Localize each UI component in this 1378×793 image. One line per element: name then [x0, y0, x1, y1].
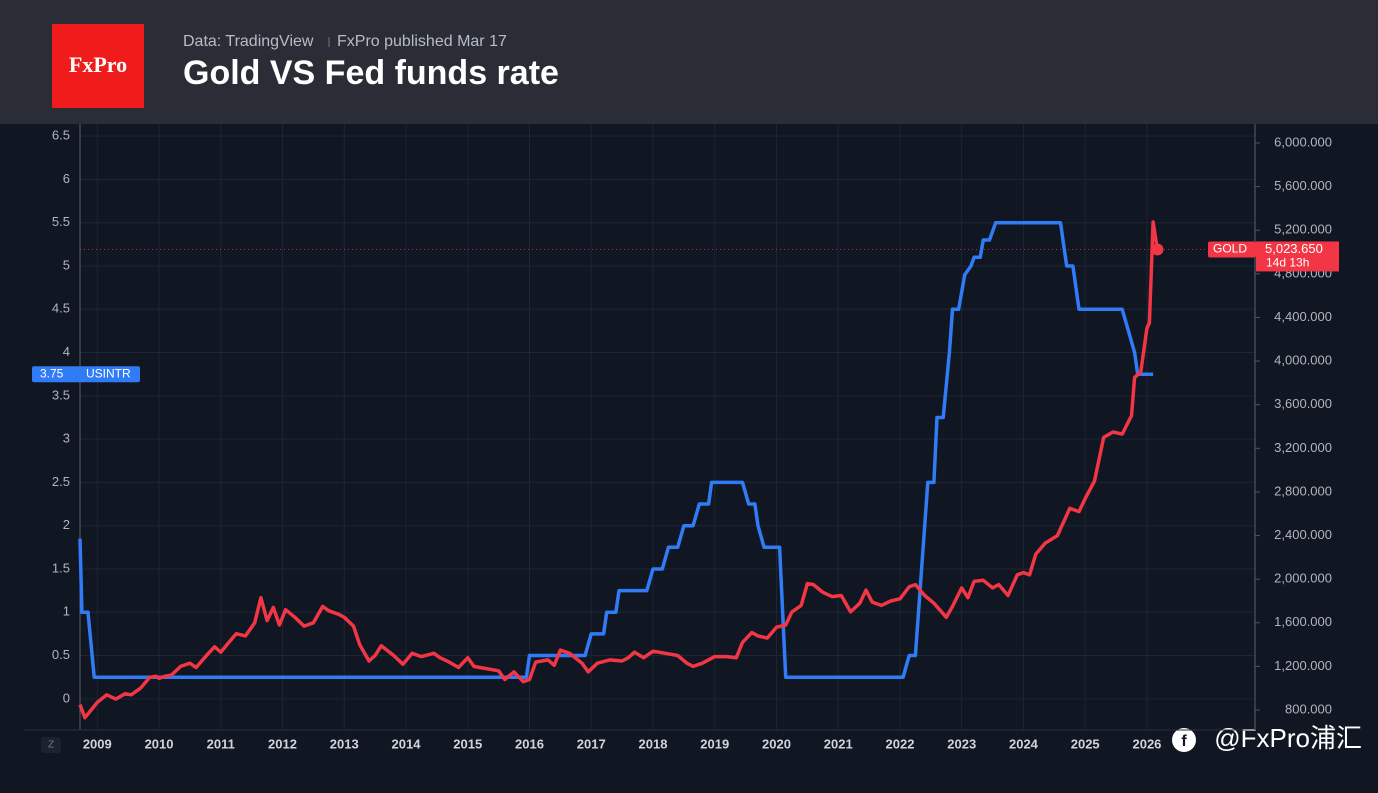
series-tag-name: USINTR: [86, 366, 131, 380]
series-tag: [1208, 241, 1256, 258]
y2-tick-label: 4,000.000: [1274, 353, 1332, 368]
chart-title: Gold VS Fed funds rate: [183, 54, 559, 92]
x-tick-label: 2009: [83, 736, 112, 751]
y2-tick-label: 6,000.000: [1274, 134, 1332, 149]
x-tick-label: 2012: [268, 736, 297, 751]
y-tick-label: 6.5: [52, 128, 70, 143]
y2-tick-label: 2,800.000: [1274, 483, 1332, 498]
x-tick-label: 2022: [886, 736, 915, 751]
x-tick-label: 2021: [824, 736, 853, 751]
facebook-icon: [1172, 728, 1196, 752]
x-tick-label: 2026: [1132, 736, 1161, 751]
y2-tick-label: 5,600.000: [1274, 178, 1332, 193]
zoom-label: Z: [48, 740, 54, 751]
y-tick-label: 5: [63, 257, 70, 272]
x-tick-label: 2014: [392, 736, 422, 751]
y-tick-label: 0.5: [52, 647, 70, 662]
logo-text: FxPro: [69, 52, 127, 77]
x-tick-label: 2010: [145, 736, 174, 751]
x-tick-label: 2025: [1071, 736, 1100, 751]
y-tick-label: 1.5: [52, 560, 70, 575]
price-label: 3.75: [40, 366, 64, 380]
watermark: @FxPro浦汇: [1214, 723, 1362, 753]
x-tick-label: 2018: [639, 736, 668, 751]
x-tick-label: 2023: [947, 736, 976, 751]
y2-tick-label: 2,000.000: [1274, 571, 1332, 586]
y2-tick-label: 1,600.000: [1274, 614, 1332, 629]
header: [0, 0, 1378, 124]
y-tick-label: 2.5: [52, 474, 70, 489]
series-tag: [32, 366, 140, 383]
y-tick-label: 3: [63, 431, 70, 446]
y-tick-label: 4: [63, 344, 70, 359]
series-line: [78, 220, 1160, 720]
x-tick-label: 2017: [577, 736, 606, 751]
y-tick-label: 6: [63, 171, 70, 186]
source: Data: TradingView: [183, 33, 314, 50]
x-tick-label: 2020: [762, 736, 791, 751]
y2-tick-label: 3,200.000: [1274, 440, 1332, 455]
x-tick-label: 2016: [515, 736, 544, 751]
published: FxPro published Mar 17: [337, 33, 507, 50]
price-label: 5,023.650: [1265, 241, 1323, 256]
y-tick-label: 0: [63, 690, 70, 705]
facebook-f: f: [1181, 733, 1187, 750]
y2-tick-label: 1,200.000: [1274, 658, 1332, 673]
y-tick-label: 1: [63, 604, 70, 619]
y-tick-label: 2: [63, 517, 70, 532]
last-point: [1151, 243, 1164, 256]
x-tick-label: 2024: [1009, 736, 1039, 751]
x-tick-label: 2019: [700, 736, 729, 751]
x-tick-label: 2015: [453, 736, 482, 751]
y2-tick-label: 4,400.000: [1274, 309, 1332, 324]
series-tag-name: GOLD: [1213, 242, 1247, 256]
y-tick-label: 5.5: [52, 214, 70, 229]
y-tick-label: 3.5: [52, 387, 70, 402]
y2-tick-label: 3,600.000: [1274, 396, 1332, 411]
y-tick-label: 4.5: [52, 301, 70, 316]
countdown: 14d 13h: [1266, 256, 1309, 270]
price-tag: [1256, 241, 1339, 272]
logo: [52, 24, 144, 108]
y2-tick-label: 800.000: [1285, 701, 1332, 716]
y2-tick-label: 5,200.000: [1274, 222, 1332, 237]
x-tick-label: 2011: [207, 736, 235, 751]
y2-tick-label: 2,400.000: [1274, 527, 1332, 542]
x-tick-label: 2013: [330, 736, 359, 751]
zoom-button[interactable]: [41, 737, 61, 753]
series-line: [78, 220, 1154, 679]
